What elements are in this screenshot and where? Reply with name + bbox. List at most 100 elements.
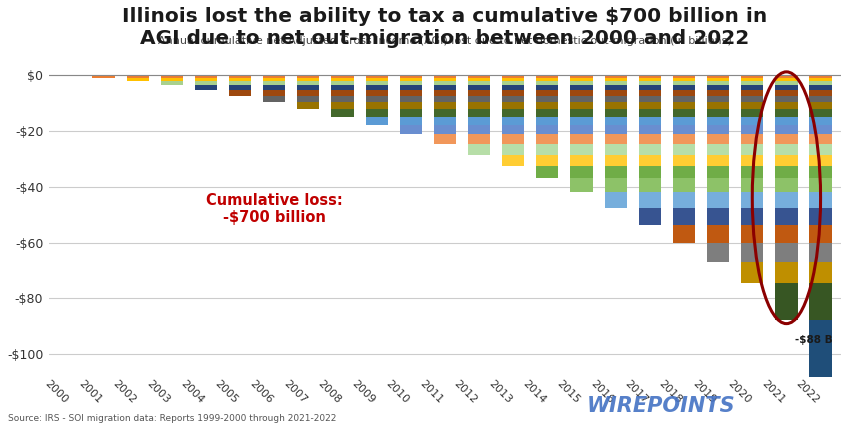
- Bar: [229, 76, 251, 78]
- Bar: [707, 78, 729, 81]
- Bar: [298, 96, 320, 102]
- Bar: [639, 91, 661, 96]
- Bar: [332, 78, 354, 81]
- Bar: [775, 109, 797, 117]
- Bar: [571, 109, 593, 117]
- Bar: [775, 85, 797, 91]
- Bar: [332, 102, 354, 109]
- Bar: [263, 81, 285, 85]
- Bar: [639, 78, 661, 81]
- Bar: [775, 262, 797, 283]
- Bar: [298, 75, 320, 76]
- Bar: [741, 109, 763, 117]
- Bar: [195, 75, 217, 76]
- Bar: [810, 125, 832, 134]
- Text: WIREPOINTS: WIREPOINTS: [587, 397, 736, 416]
- Bar: [741, 155, 763, 166]
- Bar: [775, 96, 797, 102]
- Bar: [775, 166, 797, 178]
- Bar: [126, 76, 148, 78]
- Bar: [536, 76, 559, 78]
- Bar: [263, 76, 285, 78]
- Bar: [605, 91, 627, 96]
- Bar: [536, 166, 559, 178]
- Bar: [810, 224, 832, 243]
- Bar: [775, 178, 797, 193]
- Bar: [775, 117, 797, 125]
- Bar: [571, 178, 593, 193]
- Bar: [571, 91, 593, 96]
- Bar: [332, 91, 354, 96]
- Bar: [434, 85, 456, 91]
- Bar: [672, 155, 695, 166]
- Bar: [434, 102, 456, 109]
- Bar: [707, 243, 729, 262]
- Bar: [741, 243, 763, 262]
- Bar: [605, 78, 627, 81]
- Bar: [605, 178, 627, 193]
- Bar: [672, 96, 695, 102]
- Bar: [536, 155, 559, 166]
- Bar: [810, 283, 832, 320]
- Bar: [332, 75, 354, 76]
- Bar: [468, 109, 490, 117]
- Bar: [707, 144, 729, 155]
- Bar: [468, 75, 490, 76]
- Bar: [195, 78, 217, 81]
- Bar: [672, 166, 695, 178]
- Bar: [639, 155, 661, 166]
- Bar: [536, 117, 559, 125]
- Bar: [707, 155, 729, 166]
- Bar: [707, 76, 729, 78]
- Bar: [775, 81, 797, 85]
- Bar: [195, 85, 217, 91]
- Bar: [775, 78, 797, 81]
- Bar: [399, 117, 422, 125]
- Bar: [434, 78, 456, 81]
- Bar: [707, 102, 729, 109]
- Bar: [434, 96, 456, 102]
- Bar: [672, 81, 695, 85]
- Bar: [707, 75, 729, 76]
- Bar: [502, 76, 524, 78]
- Bar: [365, 109, 388, 117]
- Bar: [741, 75, 763, 76]
- Bar: [775, 102, 797, 109]
- Bar: [707, 109, 729, 117]
- Bar: [605, 117, 627, 125]
- Bar: [399, 91, 422, 96]
- Bar: [161, 76, 183, 78]
- Bar: [741, 178, 763, 193]
- Bar: [810, 96, 832, 102]
- Bar: [536, 125, 559, 134]
- Bar: [775, 76, 797, 78]
- Bar: [741, 91, 763, 96]
- Bar: [502, 91, 524, 96]
- Bar: [810, 81, 832, 85]
- Bar: [468, 76, 490, 78]
- Bar: [434, 109, 456, 117]
- Bar: [502, 102, 524, 109]
- Bar: [741, 144, 763, 155]
- Bar: [502, 117, 524, 125]
- Bar: [707, 81, 729, 85]
- Bar: [571, 144, 593, 155]
- Bar: [605, 144, 627, 155]
- Bar: [571, 76, 593, 78]
- Bar: [161, 78, 183, 81]
- Bar: [468, 81, 490, 85]
- Bar: [399, 102, 422, 109]
- Bar: [365, 102, 388, 109]
- Bar: [399, 125, 422, 134]
- Bar: [605, 134, 627, 144]
- Bar: [775, 208, 797, 224]
- Bar: [571, 117, 593, 125]
- Bar: [399, 85, 422, 91]
- Bar: [810, 75, 832, 76]
- Bar: [571, 85, 593, 91]
- Text: Cumulative loss:
-$700 billion: Cumulative loss: -$700 billion: [206, 193, 343, 225]
- Bar: [399, 81, 422, 85]
- Bar: [536, 75, 559, 76]
- Bar: [672, 208, 695, 224]
- Bar: [229, 81, 251, 85]
